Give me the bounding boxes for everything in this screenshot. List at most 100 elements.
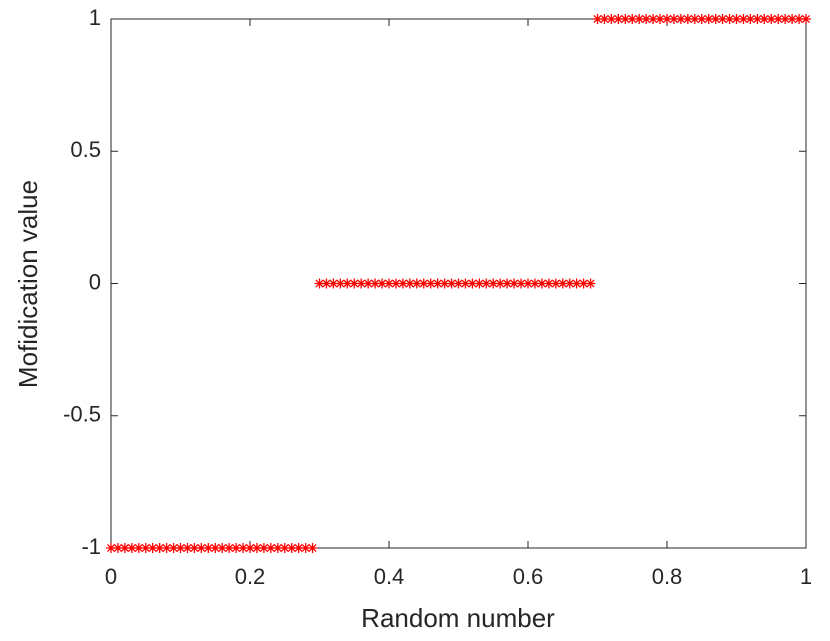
data-point xyxy=(495,278,506,289)
data-point xyxy=(224,543,235,553)
data-point xyxy=(168,543,179,553)
data-point xyxy=(217,543,228,553)
data-point xyxy=(738,14,749,24)
data-point xyxy=(529,278,540,289)
data-point xyxy=(265,543,276,553)
data-point xyxy=(766,14,777,24)
data-point xyxy=(377,278,388,289)
data-point xyxy=(251,543,262,553)
data-point xyxy=(453,278,464,289)
data-point xyxy=(759,14,770,24)
data-point xyxy=(592,14,603,24)
data-point xyxy=(523,278,533,289)
data-point xyxy=(272,543,283,553)
x-tick-label: 0.8 xyxy=(652,564,683,589)
data-point xyxy=(321,278,332,289)
data-point xyxy=(696,14,707,24)
data-point xyxy=(182,543,193,553)
data-point xyxy=(432,278,443,289)
data-point xyxy=(231,543,242,553)
data-point xyxy=(328,278,339,289)
data-point xyxy=(258,543,269,553)
data-point xyxy=(543,278,554,289)
data-point xyxy=(724,14,735,24)
data-point xyxy=(488,278,499,289)
data-point xyxy=(634,14,645,24)
data-point xyxy=(662,14,672,24)
data-point xyxy=(112,543,123,553)
data-point xyxy=(655,14,666,24)
data-point xyxy=(613,14,624,24)
data-point xyxy=(314,278,325,289)
x-tick-label: 0.6 xyxy=(513,564,544,589)
data-point xyxy=(397,278,408,289)
data-point xyxy=(474,278,485,289)
data-point xyxy=(126,543,137,553)
y-tick-label: 0 xyxy=(89,269,101,294)
data-point xyxy=(536,278,547,289)
data-point xyxy=(106,543,116,553)
data-point xyxy=(773,14,784,24)
data-point xyxy=(745,14,756,24)
data-point xyxy=(599,14,610,24)
data-point xyxy=(801,14,811,24)
data-point xyxy=(585,278,596,289)
data-point xyxy=(439,278,450,289)
data-point xyxy=(154,543,165,553)
data-point xyxy=(780,14,791,24)
y-tick-label: -1 xyxy=(81,534,101,559)
data-point xyxy=(300,543,311,553)
data-point xyxy=(175,543,186,553)
x-tick-label: 0.2 xyxy=(235,564,266,589)
data-point xyxy=(245,543,255,553)
data-point xyxy=(794,14,805,24)
x-tick-label: 0 xyxy=(105,564,117,589)
data-point xyxy=(731,14,742,24)
data-point xyxy=(349,278,360,289)
data-point xyxy=(606,14,617,24)
data-point xyxy=(203,543,214,553)
data-point xyxy=(335,278,346,289)
data-point xyxy=(293,543,304,553)
data-point xyxy=(189,543,200,553)
data-point xyxy=(703,14,714,24)
y-tick-label: -0.5 xyxy=(63,402,101,427)
data-point xyxy=(516,278,527,289)
data-point xyxy=(689,14,700,24)
data-point xyxy=(210,543,221,553)
data-point xyxy=(710,14,721,24)
data-point xyxy=(363,278,374,289)
data-point xyxy=(578,278,589,289)
data-point xyxy=(620,14,631,24)
data-point xyxy=(390,278,401,289)
data-point xyxy=(238,543,249,553)
data-point xyxy=(370,278,381,289)
data-point xyxy=(668,14,679,24)
data-point xyxy=(481,278,492,289)
data-point xyxy=(418,278,429,289)
data-point xyxy=(550,278,561,289)
data-point xyxy=(641,14,652,24)
data-point xyxy=(147,543,158,553)
data-point xyxy=(119,543,130,553)
y-tick-label: 1 xyxy=(89,5,101,30)
data-point xyxy=(404,278,415,289)
data-point xyxy=(627,14,638,24)
data-point xyxy=(682,14,693,24)
data-point xyxy=(564,278,575,289)
data-point xyxy=(196,543,207,553)
data-point xyxy=(467,278,478,289)
data-point xyxy=(675,14,686,24)
data-point xyxy=(787,14,798,24)
data-point xyxy=(411,278,422,289)
x-tick-label: 0.4 xyxy=(374,564,405,589)
data-point xyxy=(425,278,436,289)
data-point xyxy=(752,14,763,24)
data-point xyxy=(384,278,394,289)
data-point xyxy=(161,543,172,553)
x-tick-label: 1 xyxy=(800,564,812,589)
data-point xyxy=(509,278,520,289)
data-point xyxy=(717,14,728,24)
